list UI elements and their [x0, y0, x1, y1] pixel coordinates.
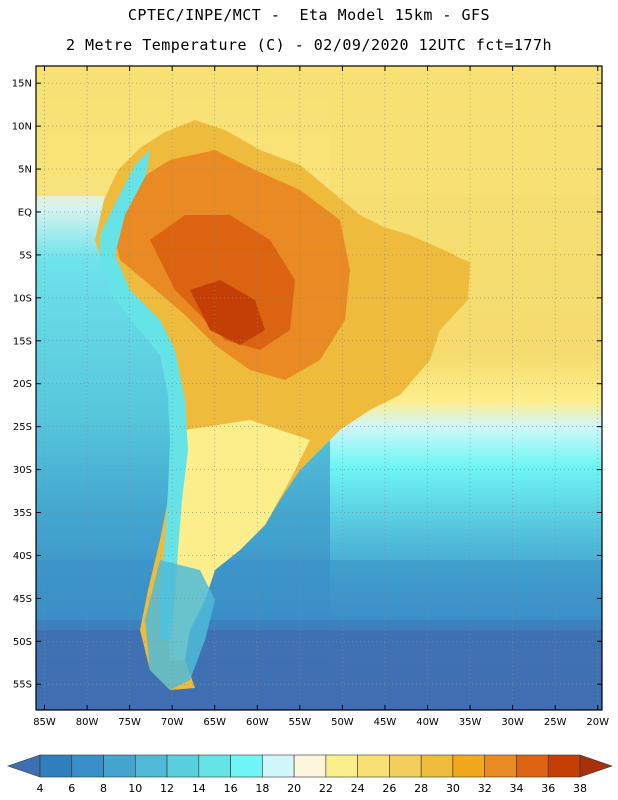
colorbar-label: 38	[573, 782, 587, 795]
colorbar-bin	[420, 754, 454, 778]
colorbar-label: 20	[287, 782, 301, 795]
colorbar-bin	[71, 754, 104, 778]
lat-label: 55S	[13, 680, 32, 691]
colorbar-label: 26	[382, 782, 396, 795]
colorbar-label: 36	[541, 782, 555, 795]
lat-label: 25S	[13, 422, 32, 433]
map-frame	[35, 65, 603, 711]
lon-label: 55W	[289, 717, 312, 728]
lat-label: 10N	[12, 122, 32, 133]
lon-label: 60W	[246, 717, 269, 728]
longitude-labels: 85W 80W 75W 70W 65W 60W 55W 50W 45W 40W 35W 30W 25W 2…	[33, 717, 609, 728]
colorbar-label: 32	[478, 782, 492, 795]
latitude-labels: 15N 10N 5N EQ 5S 10S 15S 20S 25S 30S 35S 40S 45S 50S 5…	[12, 79, 32, 691]
lat-label: 50S	[13, 637, 32, 648]
colorbar-label: 30	[446, 782, 460, 795]
colorbar-label: 4	[37, 782, 44, 795]
colorbar-label: 34	[509, 782, 523, 795]
colorbar-label: 6	[68, 782, 75, 795]
lat-label: 30S	[13, 465, 32, 476]
colorbar-label: 8	[100, 782, 107, 795]
lat-label: EQ	[18, 207, 32, 218]
colorbar-bin	[262, 754, 295, 778]
colorbar-bin	[293, 754, 327, 778]
lon-label: 40W	[416, 717, 439, 728]
colorbar-label: 14	[192, 782, 206, 795]
colorbar-bin	[39, 754, 73, 778]
colorbar-label: 12	[160, 782, 174, 795]
colorbar-label: 22	[319, 782, 333, 795]
colorbar-bin	[484, 754, 517, 778]
lon-label: 45W	[374, 717, 397, 728]
peak-core-zone	[190, 280, 265, 345]
colorbar-bin	[134, 754, 168, 778]
colorbar-bin	[547, 754, 581, 778]
colorbar-low-arrow	[7, 754, 41, 778]
lat-label: 15N	[12, 79, 32, 90]
colorbar-bin	[230, 754, 263, 778]
colorbar-bin	[325, 754, 358, 778]
lon-label: 65W	[203, 717, 226, 728]
southern-ocean-field	[36, 620, 602, 710]
colorbar-bin	[198, 754, 231, 778]
map-title-line-2: 2 Metre Temperature (C) - 02/09/2020 12U…	[65, 36, 553, 54]
lon-label: 80W	[76, 717, 99, 728]
lat-label: 20S	[13, 379, 32, 390]
colorbar-label: 18	[255, 782, 269, 795]
colorbar-label: 16	[224, 782, 238, 795]
lat-label: 5S	[19, 250, 32, 261]
colorbar-bin	[166, 754, 200, 778]
lon-label: 35W	[459, 717, 482, 728]
graticule	[36, 66, 602, 710]
lon-label: 20W	[586, 717, 609, 728]
lon-label: 75W	[118, 717, 141, 728]
lat-label: 40S	[13, 551, 32, 562]
colorbar-high-arrow	[579, 754, 613, 778]
colorbar-bin	[357, 754, 390, 778]
lat-label: 15S	[13, 336, 32, 347]
lon-label: 85W	[33, 717, 56, 728]
axis-ticks	[36, 66, 602, 710]
colorbar-label: 10	[128, 782, 142, 795]
colorbar	[7, 754, 613, 778]
map-fields	[36, 66, 602, 710]
lat-label: 45S	[13, 594, 32, 605]
colorbar-labels: 4 6 8 10 12 14 16 18 20 22 24 26 28 30 32 34 36 38	[37, 782, 588, 795]
andes-cold-stripe	[100, 150, 188, 640]
lon-label: 25W	[544, 717, 567, 728]
lon-label: 70W	[161, 717, 184, 728]
colorbar-bin	[389, 754, 422, 778]
lon-label: 50W	[331, 717, 354, 728]
colorbar-label: 28	[414, 782, 428, 795]
lat-label: 35S	[13, 508, 32, 519]
lon-label: 30W	[501, 717, 524, 728]
lat-label: 5N	[18, 165, 32, 176]
northeast-brazil-zone	[360, 220, 468, 320]
map-title-line-1: CPTEC/INPE/MCT - Eta Model 15km - GFS	[127, 6, 491, 24]
colorbar-bin	[452, 754, 486, 778]
lat-label: 10S	[13, 293, 32, 304]
colorbar-bin	[516, 754, 549, 778]
colorbar-label: 24	[351, 782, 365, 795]
southern-ocean-transition	[36, 560, 602, 630]
colorbar-bin	[103, 754, 136, 778]
patagonia-cold-zone	[145, 560, 215, 690]
